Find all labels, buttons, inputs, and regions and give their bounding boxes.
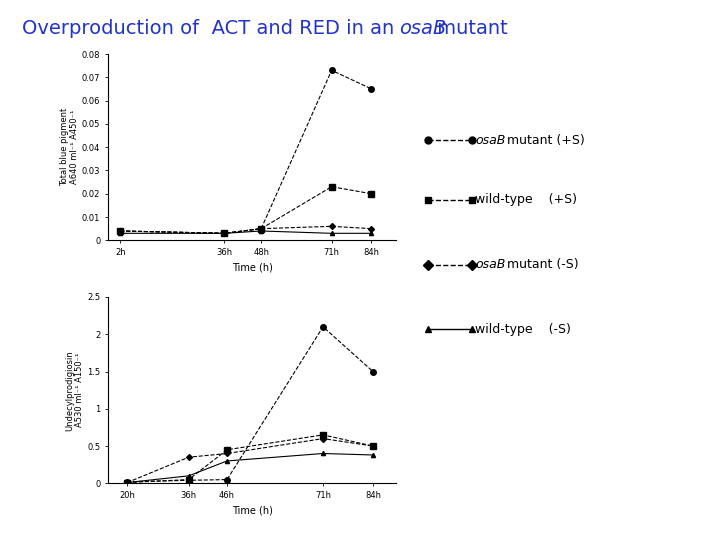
- Text: mutant (+S): mutant (+S): [503, 134, 585, 147]
- Text: wild-type    (-S): wild-type (-S): [475, 323, 571, 336]
- Text: mutant: mutant: [431, 19, 508, 38]
- Text: Overproduction of  ACT and RED in an: Overproduction of ACT and RED in an: [22, 19, 400, 38]
- Text: osaB: osaB: [400, 19, 447, 38]
- Text: mutant (-S): mutant (-S): [503, 258, 578, 271]
- Text: osaB: osaB: [475, 258, 505, 271]
- X-axis label: Time (h): Time (h): [232, 262, 272, 273]
- Text: osaB: osaB: [475, 134, 505, 147]
- Text: wild-type    (+S): wild-type (+S): [475, 193, 577, 206]
- Y-axis label: Undecylprodigiosin
A530 ml⁻¹ A150⁻¹: Undecylprodigiosin A530 ml⁻¹ A150⁻¹: [65, 350, 84, 430]
- X-axis label: Time (h): Time (h): [232, 505, 272, 516]
- Y-axis label: Total blue pigment
A640 ml⁻¹ A450⁻¹: Total blue pigment A640 ml⁻¹ A450⁻¹: [60, 108, 79, 186]
